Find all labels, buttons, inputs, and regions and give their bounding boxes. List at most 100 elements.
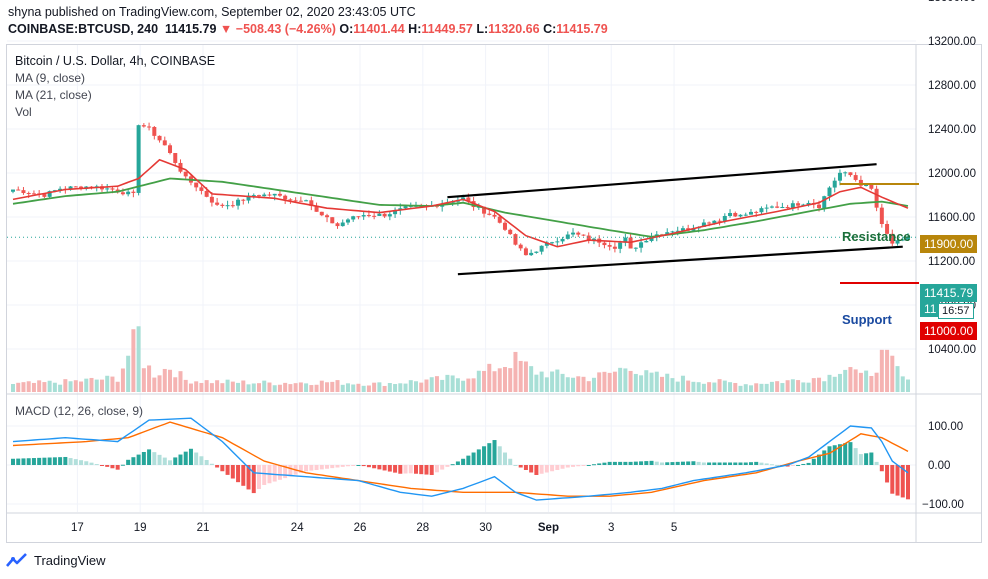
macd-histogram-bar [141,452,146,465]
volume-bar [84,378,89,392]
candle-body [162,140,167,146]
high-value: 11449.57 [421,22,473,36]
macd-histogram-bar [502,452,507,465]
volume-bar [304,383,309,392]
volume-bar [555,369,560,392]
macd-histogram-bar [131,457,136,465]
ma21-line [12,177,909,238]
volume-bar [147,365,152,392]
volume-bar [487,363,492,392]
macd-histogram-bar [455,461,460,465]
price-tick-label: 13200.00 [928,36,976,48]
macd-histogram-bar [246,465,251,490]
volume-bar [785,380,790,392]
macd-histogram-bar [445,465,450,467]
macd-histogram-bar [602,462,607,465]
volume-bar [461,380,466,392]
candle-body [806,202,811,205]
candle-body [168,145,173,153]
price-tick-label: 12000.00 [928,168,976,180]
candle-body [906,237,910,240]
tradingview-logo[interactable]: TradingView [6,551,106,569]
volume-bar [644,370,649,392]
candle-body [319,211,324,216]
candle-body [722,215,727,221]
macd-histogram [11,440,910,500]
candle-body [701,222,706,227]
macd-histogram-bar [712,462,717,465]
candle-body [152,126,157,136]
macd-histogram-bar [283,465,288,479]
volume-bar [298,382,303,392]
volume-bar [722,380,727,392]
volume-bar [194,381,199,392]
time-tick-label: 21 [197,522,210,534]
volume-bar [434,376,439,392]
candle-body [675,230,680,232]
volume-bar [351,384,356,392]
volume-bar [31,382,36,392]
candle-body [487,213,492,215]
volume-bar [414,381,419,392]
macd-histogram-bar [869,452,874,465]
candle-body [366,215,371,217]
macd-histogram-bar [136,454,141,465]
macd-histogram-bar [188,448,193,465]
volume-bar [262,380,267,392]
candle-body [314,205,319,212]
macd-histogram-bar [571,465,576,467]
volume-bar [754,383,759,392]
time-tick-label: 26 [354,522,367,534]
macd-histogram-bar [639,461,644,465]
macd-histogram-bar [408,465,413,474]
volume-bar [225,379,230,392]
volume-bar [743,384,748,392]
candle-body [330,217,335,224]
volume-bar [675,381,680,392]
volume-bar [120,368,125,392]
macd-histogram-bar [256,465,261,490]
candle-body [780,206,785,208]
volume-bar [806,382,811,392]
macd-histogram-bar [482,446,487,465]
candle-body [277,193,282,196]
volume-bar [340,384,345,392]
volume-bar [576,376,581,392]
macd-histogram-bar [183,451,188,465]
candle-body [879,207,884,225]
candle-body [256,195,261,197]
volume-bar [188,383,193,392]
macd-histogram-bar [722,462,727,465]
macd-histogram-bar [194,452,199,465]
candle-body [743,214,748,216]
macd-histogram-bar [94,464,99,466]
macd-histogram-bar [351,465,356,466]
macd-histogram-bar [241,465,246,486]
candle-body [712,220,717,224]
volume-bar [314,384,319,392]
price-tick-label: 13600.00 [928,0,976,4]
chart-frame[interactable] [6,44,982,543]
macd-histogram-bar [775,465,780,466]
volume-bar [476,370,481,392]
macd-histogram-bar [52,457,57,465]
volume-bar [670,378,675,392]
close-value: 11415.79 [556,22,608,36]
macd-histogram-bar [173,457,178,465]
macd-histogram-bar [874,461,879,465]
volume-bar [419,382,424,392]
macd-histogram-bar [152,452,157,465]
candle-body [21,190,26,194]
volume-bar [52,382,57,392]
candle-body [869,184,874,189]
macd-histogram-bar [168,460,173,465]
price-change: −508.43 (−4.26%) [235,22,336,36]
macd-histogram-bar [785,465,790,467]
macd-histogram-bar [236,465,241,483]
candle-body [204,190,209,197]
volume-bar [895,366,900,392]
candle-body [534,251,539,253]
candle-body [194,182,199,188]
volume-bar [267,382,272,392]
